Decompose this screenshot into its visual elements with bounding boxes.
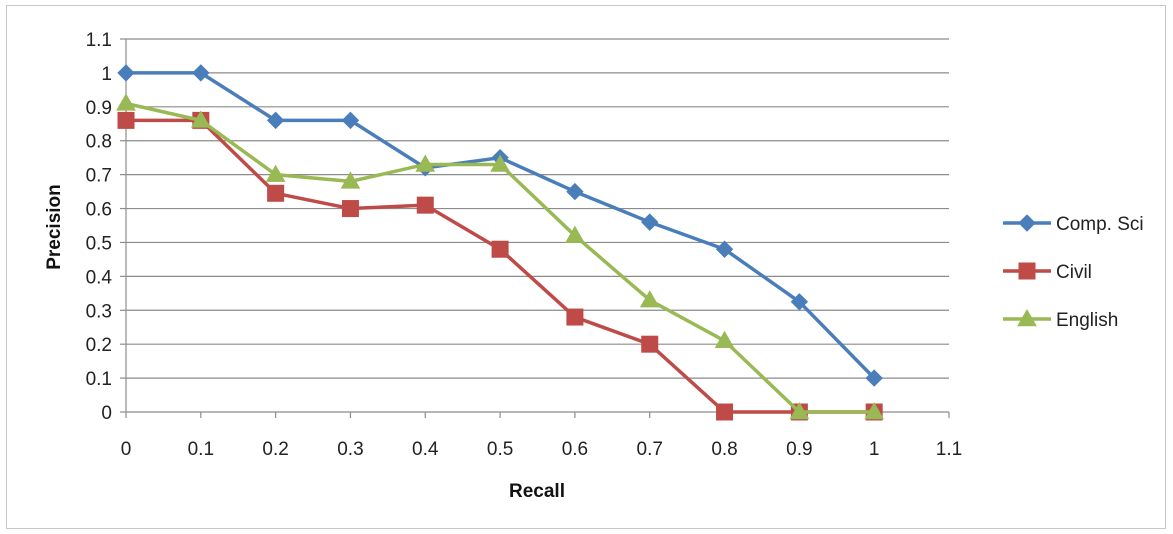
legend: Comp. Sci Civil English [1003, 214, 1144, 331]
series-comp-sci [117, 64, 883, 387]
x-tick-label: 0.3 [337, 439, 363, 460]
y-tick-label: 0.8 [86, 132, 112, 153]
data-point-english [490, 154, 510, 172]
x-tick-label: 0 [121, 439, 132, 460]
y-tick-label: 0.4 [86, 267, 113, 288]
x-tick-label: 0.7 [637, 439, 663, 460]
y-tick-label: 0 [101, 403, 112, 424]
data-point-english [116, 93, 136, 111]
x-tick-label: 0.5 [487, 439, 513, 460]
x-tick-label: 1.1 [936, 439, 962, 460]
data-point-english [789, 401, 810, 420]
legend-label: Civil [1056, 262, 1092, 283]
x-tick-label: 0.8 [711, 439, 737, 460]
data-point-comp-sci [641, 213, 659, 231]
gridlines [126, 38, 949, 379]
x-tick-labels: 0 0.1 0.2 0.3 0.4 0.5 0.6 0.7 0.8 0.9 1 1.1 [121, 439, 963, 460]
legend-label: Comp. Sci [1056, 214, 1144, 235]
data-point-comp-sci [192, 64, 210, 82]
chart-frame [6, 5, 1166, 529]
data-point-english [639, 290, 660, 308]
legend-item-civil: Civil [1003, 262, 1092, 283]
axes [120, 38, 950, 418]
data-point-civil [566, 308, 584, 326]
y-tick-label: 1.1 [86, 30, 112, 51]
y-tick-label: 0.3 [86, 301, 112, 322]
series-layer [116, 64, 885, 421]
legend-label: English [1056, 310, 1118, 331]
data-point-civil [716, 403, 734, 421]
data-point-civil [267, 184, 285, 202]
x-tick-label: 0.4 [412, 439, 439, 460]
data-point-civil [491, 240, 509, 258]
data-point-comp-sci [566, 182, 584, 201]
data-point-english [415, 154, 436, 172]
data-point-comp-sci [790, 293, 809, 311]
series-english [116, 93, 885, 420]
data-point-comp-sci [266, 111, 285, 130]
data-point-civil [416, 196, 434, 214]
x-tick-label: 0.9 [786, 439, 812, 460]
legend-item-comp-sci: Comp. Sci [1003, 214, 1144, 235]
x-tick-label: 0.2 [262, 439, 288, 460]
x-tick-label: 0.6 [562, 439, 588, 460]
data-point-english [714, 330, 735, 349]
x-tick-label: 1 [869, 439, 880, 460]
y-tick-label: 0.7 [86, 166, 112, 187]
x-tick-label: 0.1 [188, 439, 214, 460]
data-point-english [864, 401, 885, 420]
y-axis-title: Precision [44, 184, 65, 270]
legend-marker [1017, 308, 1037, 327]
legend-marker [1018, 214, 1036, 232]
y-tick-label: 0.5 [86, 233, 112, 254]
data-point-civil [117, 111, 135, 129]
data-point-english [340, 171, 361, 189]
data-point-english [565, 225, 585, 243]
data-point-english [265, 164, 286, 182]
legend-marker [1018, 262, 1036, 280]
y-tick-label: 0.1 [86, 369, 112, 390]
y-tick-labels: 0 0.1 0.2 0.3 0.4 0.5 0.6 0.7 0.8 0.9 1 1.1 [86, 30, 113, 424]
data-point-comp-sci [341, 111, 360, 130]
x-axis-title: Recall [509, 481, 565, 502]
data-point-comp-sci [117, 64, 135, 82]
data-point-english [190, 110, 211, 128]
y-tick-label: 1 [101, 64, 112, 85]
y-tick-label: 0.2 [86, 335, 112, 356]
y-tick-label: 0.6 [86, 200, 112, 221]
y-tick-label: 0.9 [86, 98, 112, 119]
data-point-comp-sci [715, 240, 734, 258]
data-point-civil [341, 200, 359, 218]
series-line-comp-sci [126, 71, 876, 380]
data-point-comp-sci [865, 369, 883, 387]
data-point-civil [641, 335, 659, 353]
legend-item-english: English [1003, 308, 1118, 331]
